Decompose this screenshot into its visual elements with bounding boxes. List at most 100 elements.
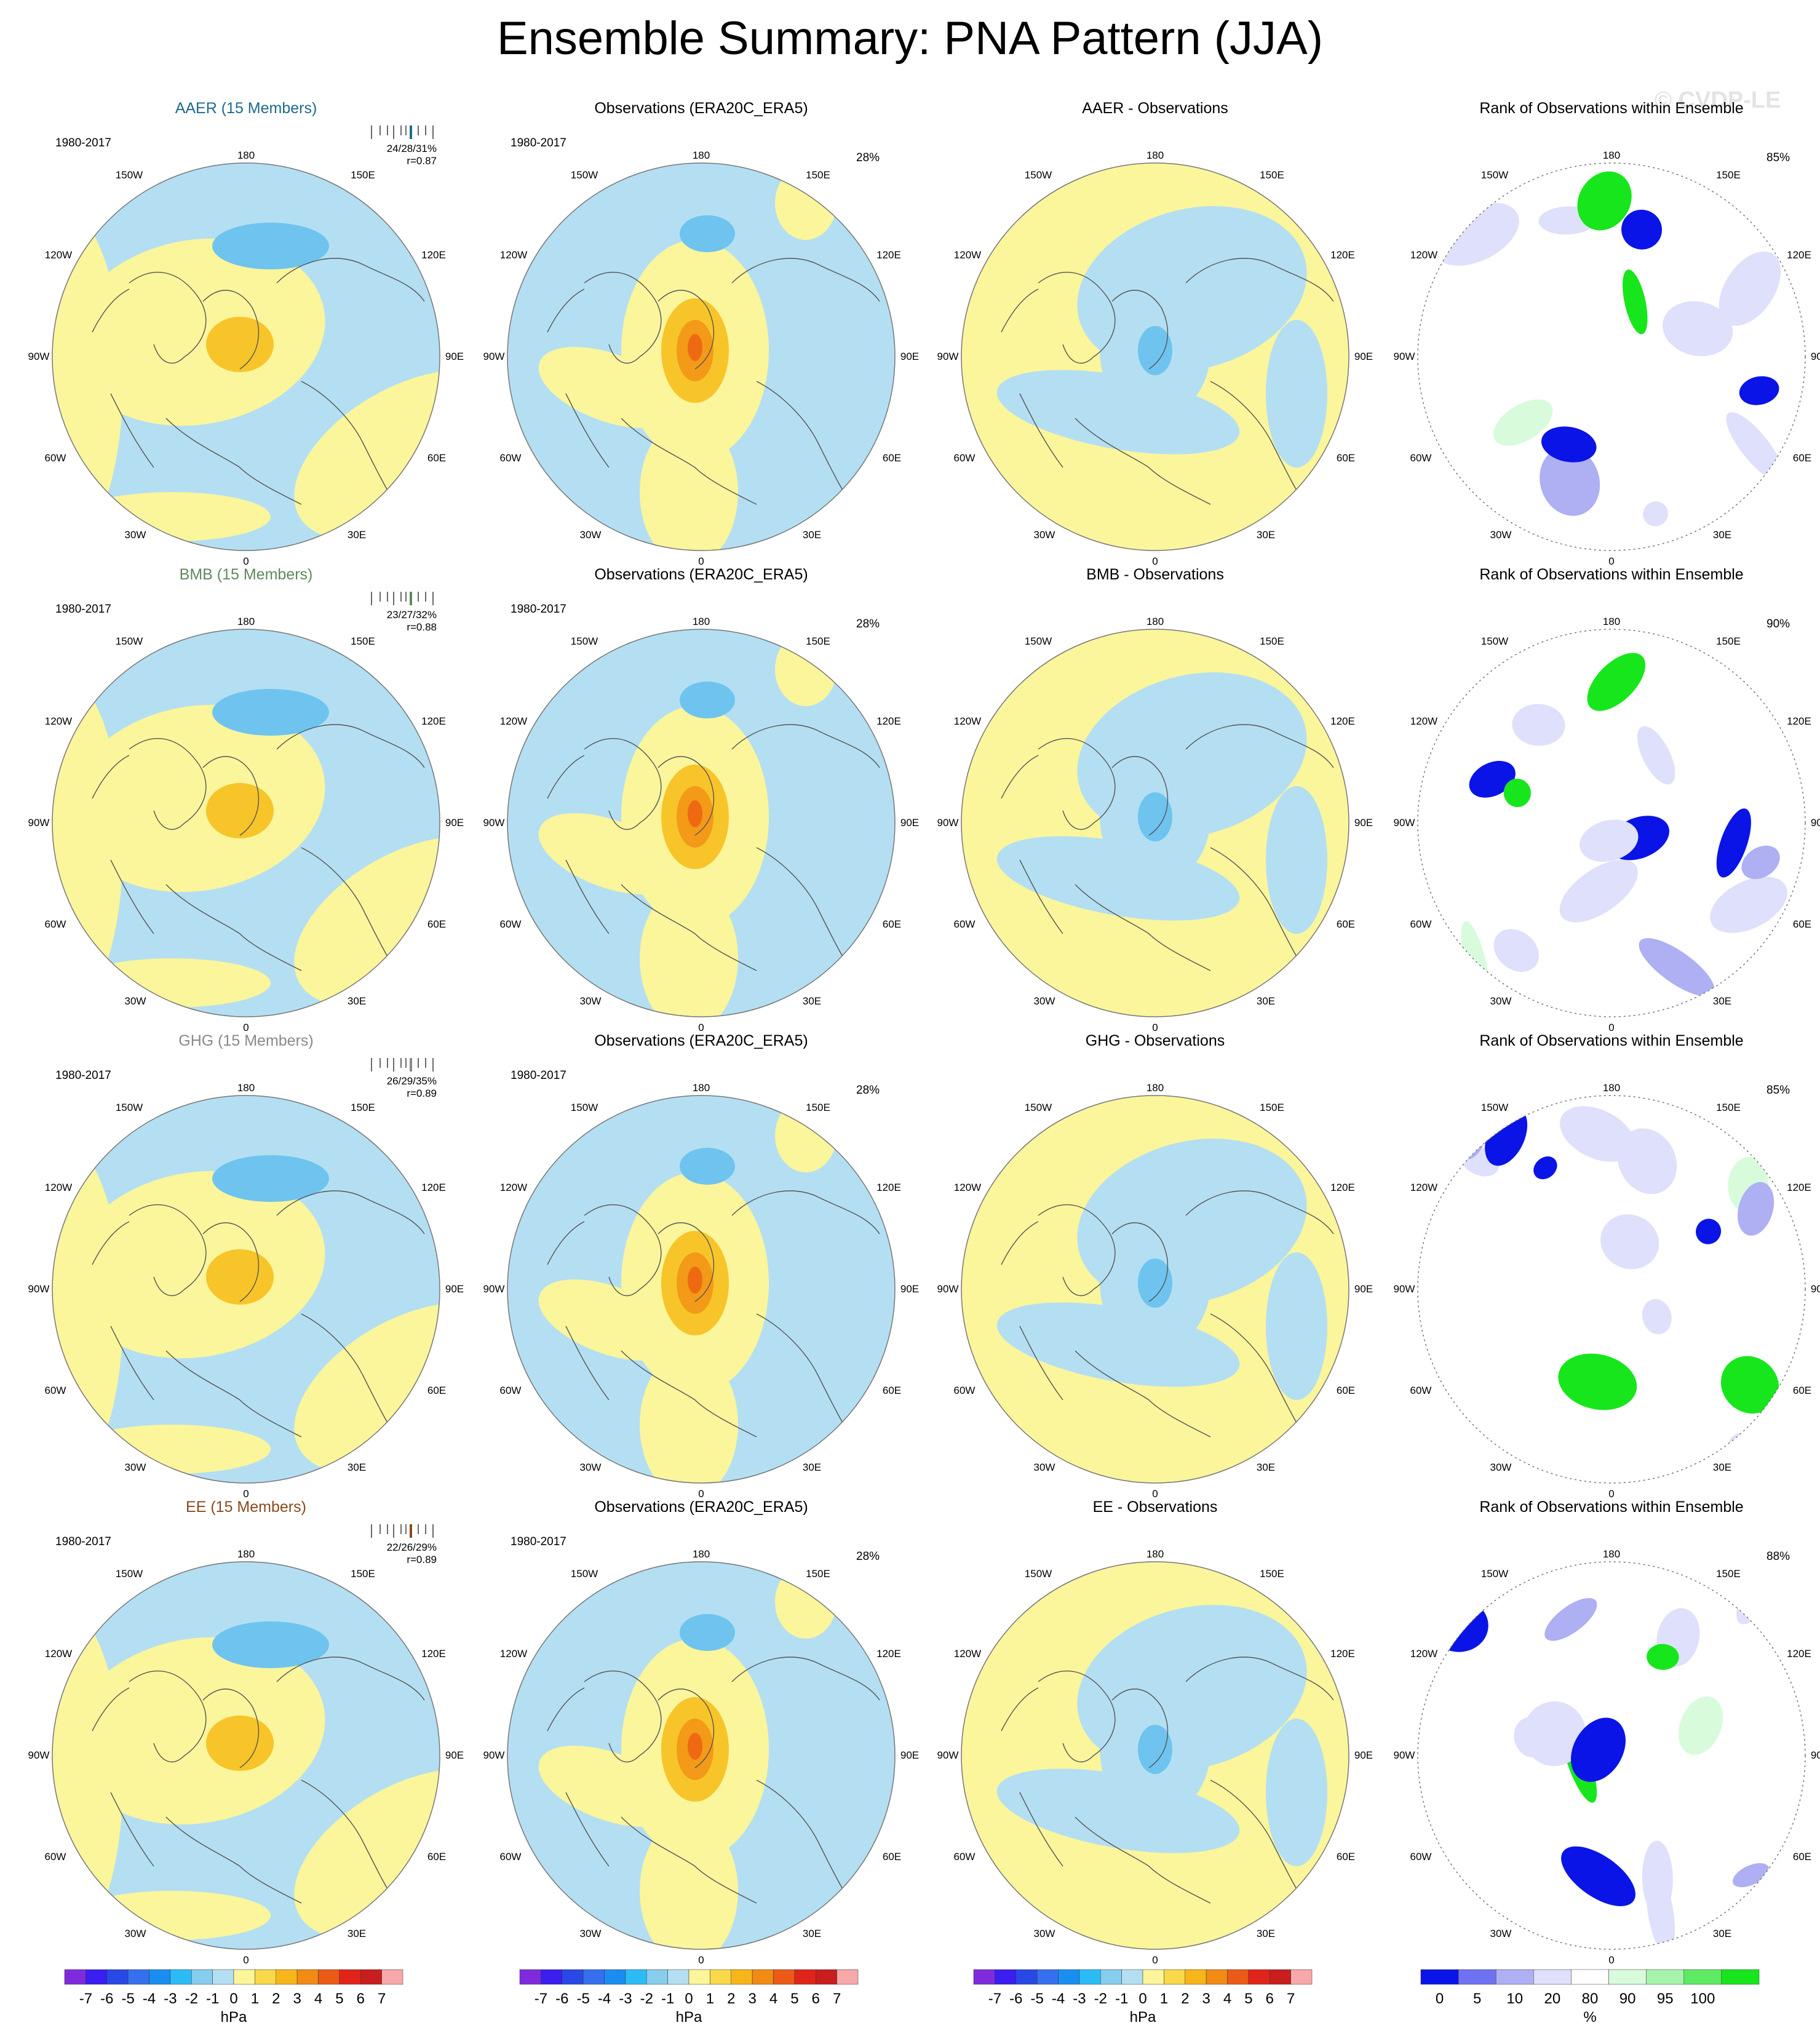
lon-label-nw2: 120W <box>1410 1648 1438 1660</box>
colorbar-hpa-col2: -7 -6 -5 -4 -3 -2 -1 0 1 2 3 4 5 6 7 hPa <box>514 1968 864 2036</box>
lon-label-w: 90W <box>1393 817 1415 829</box>
rank-region <box>1623 269 1648 335</box>
colorbar-swatch <box>752 1969 774 1985</box>
lon-label-nw1: 150W <box>1024 169 1052 181</box>
colorbar-tick: 0 <box>1435 1990 1444 2007</box>
colorbar-swatch <box>973 1969 995 1985</box>
lon-label-n: 180 <box>1146 1082 1164 1094</box>
positive-core <box>688 334 702 361</box>
pct-variance: 28% <box>856 1084 880 1097</box>
lon-label-se2: 30E <box>347 1928 367 1939</box>
lon-label-n: 180 <box>692 149 710 161</box>
colorbar-tick: -5 <box>576 1990 590 2007</box>
lon-label-nw2: 120W <box>499 1648 528 1660</box>
lon-label-se1: 60E <box>427 452 447 464</box>
colorbar-tick: -2 <box>640 1990 653 2007</box>
colorbar-swatch <box>731 1969 753 1985</box>
coastline <box>202 290 260 370</box>
figure-title: Ensemble Summary: PNA Pattern (JJA) <box>496 12 1324 65</box>
pct-variance: 28% <box>856 1550 880 1563</box>
lon-label-ne2: 120E <box>1787 715 1811 727</box>
lon-label-ne2: 120E <box>1330 249 1355 261</box>
ensemble-stats: 26/29/35% r=0.89 <box>363 1075 437 1100</box>
lon-label-w: 90W <box>483 1749 505 1761</box>
panel-diff-row3: GHG - Observations 180 0 90W 90E 150W 150E 120W… <box>928 1031 1383 1500</box>
coastline <box>565 1326 610 1401</box>
coastline <box>565 393 610 468</box>
lon-label-ne2: 120E <box>876 249 901 261</box>
colorbar-swatch <box>276 1969 298 1985</box>
lon-label-n: 180 <box>692 1548 710 1560</box>
lon-label-ne1: 150E <box>1716 635 1741 647</box>
coastline <box>92 1221 130 1265</box>
colorbar-tick: -7 <box>79 1990 93 2007</box>
negative-region <box>1266 786 1327 934</box>
colorbar-swatch <box>562 1969 584 1985</box>
colorbar-swatch <box>318 1969 340 1985</box>
lon-label-nw2: 120W <box>953 249 982 261</box>
lon-label-nw2: 120W <box>1410 1182 1438 1193</box>
lon-label-nw1: 150W <box>1024 1568 1052 1580</box>
colorbar-swatch <box>1206 1969 1228 1985</box>
negative-core <box>212 223 329 269</box>
colorbar-swatch <box>255 1969 276 1985</box>
negative-core <box>680 1148 735 1185</box>
positive-region <box>294 836 440 1007</box>
lon-label-sw2: 30W <box>124 529 146 541</box>
lon-label-ne2: 120E <box>421 1648 446 1660</box>
negative-core <box>680 682 735 718</box>
lon-label-nw1: 150W <box>1480 1102 1509 1113</box>
map-boundary <box>961 1561 1349 1950</box>
lon-label-ne2: 120E <box>421 715 446 727</box>
lon-label-w: 90W <box>28 351 50 362</box>
lon-label-nw1: 150W <box>1024 635 1052 647</box>
coastline <box>1185 724 1334 768</box>
polar-map <box>1417 162 1806 551</box>
lon-label-se1: 60E <box>1336 1851 1356 1863</box>
coastline <box>276 1656 425 1701</box>
rank-region <box>1726 412 1784 482</box>
colorbar-tick: 100 <box>1690 1990 1715 2007</box>
positive-core <box>206 1716 274 1771</box>
rank-region <box>1558 1353 1637 1410</box>
negative-region <box>1266 1252 1327 1400</box>
lon-label-e: 90E <box>1810 817 1820 829</box>
colorbar-swatch <box>1036 1969 1059 1985</box>
period-label: 1980-2017 <box>511 1069 566 1082</box>
ensemble-spread-glyph <box>371 125 434 139</box>
coastline <box>565 1792 610 1867</box>
positive-core <box>206 317 274 372</box>
coastline <box>1075 1816 1211 1904</box>
period-label: 1980-2017 <box>55 1535 111 1548</box>
colorbar-swatch <box>85 1969 107 1985</box>
colorbar-tick: -3 <box>164 1990 177 2007</box>
rank-region <box>1643 501 1669 527</box>
colorbar-tick: -3 <box>1073 1990 1086 2007</box>
panel-title: AAER (15 Members) <box>175 100 317 117</box>
rank-region <box>1577 171 1632 231</box>
panel-rank-row1: Rank of Observations within Ensemble 85% 1… <box>1384 98 1820 567</box>
rank-region <box>1642 1298 1672 1335</box>
coastline <box>92 288 130 333</box>
coastline <box>276 1190 425 1235</box>
lon-label-sw1: 60W <box>953 1385 976 1396</box>
period-label: 1980-2017 <box>55 603 111 616</box>
rank-region <box>1571 1717 1626 1782</box>
colorbar-swatch <box>1015 1969 1038 1985</box>
rank-region <box>1647 1644 1679 1670</box>
lon-label-n: 180 <box>1602 149 1621 161</box>
lon-label-s: 0 <box>1152 1488 1158 1500</box>
colorbar-tick: -1 <box>661 1990 675 2007</box>
colorbar-swatch <box>1164 1969 1185 1985</box>
colorbar-swatch <box>1100 1969 1122 1985</box>
colorbar-tick: 5 <box>1472 1990 1482 2007</box>
coastline <box>1038 1204 1116 1296</box>
period-label: 1980-2017 <box>511 1535 566 1548</box>
panel-obs-row1: Observations (ERA20C_ERA5) 1980-2017 28% 18… <box>474 98 929 567</box>
colorbar-tick: -7 <box>988 1990 1002 2007</box>
colorbar-swatch <box>1420 1969 1459 1985</box>
coastline <box>165 884 302 971</box>
lon-label-se1: 60E <box>1336 1385 1356 1396</box>
lon-label-s: 0 <box>1152 1954 1158 1966</box>
negative-core <box>212 1621 329 1668</box>
